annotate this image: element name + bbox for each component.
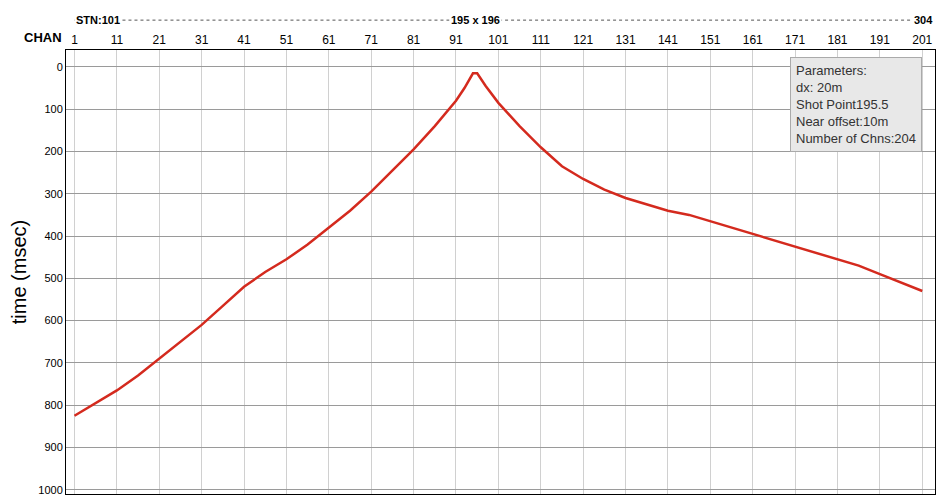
svg-text:171: 171 <box>785 33 805 47</box>
svg-text:201: 201 <box>912 33 932 47</box>
svg-text:304: 304 <box>914 14 933 26</box>
svg-text:900: 900 <box>44 441 62 453</box>
svg-text:200: 200 <box>44 145 62 157</box>
svg-text:41: 41 <box>237 33 251 47</box>
svg-text:101: 101 <box>488 33 508 47</box>
svg-text:STN:101: STN:101 <box>76 14 120 26</box>
svg-text:1000: 1000 <box>38 484 62 496</box>
svg-text:161: 161 <box>743 33 763 47</box>
svg-text:81: 81 <box>407 33 421 47</box>
svg-text:21: 21 <box>153 33 167 47</box>
svg-text:181: 181 <box>827 33 847 47</box>
svg-text:71: 71 <box>365 33 379 47</box>
svg-text:111: 111 <box>532 33 551 47</box>
svg-text:time (msec): time (msec) <box>8 220 30 324</box>
svg-text:600: 600 <box>44 314 62 326</box>
svg-text:51: 51 <box>280 33 294 47</box>
svg-text:CHAN: CHAN <box>24 30 62 45</box>
svg-text:91: 91 <box>449 33 463 47</box>
svg-text:300: 300 <box>44 188 62 200</box>
svg-text:61: 61 <box>322 33 336 47</box>
svg-text:0: 0 <box>57 61 63 73</box>
svg-text:141: 141 <box>658 33 678 47</box>
svg-text:191: 191 <box>870 33 890 47</box>
svg-text:Parameters:dx: 20mShot Point19: Parameters:dx: 20mShot Point195.5Near of… <box>796 63 916 146</box>
svg-text:800: 800 <box>44 399 62 411</box>
svg-text:195 x 196: 195 x 196 <box>451 14 500 26</box>
svg-text:11: 11 <box>111 33 124 47</box>
svg-text:700: 700 <box>44 357 62 369</box>
svg-text:31: 31 <box>195 33 209 47</box>
svg-text:500: 500 <box>44 272 62 284</box>
svg-text:400: 400 <box>44 230 62 242</box>
svg-text:121: 121 <box>573 33 593 47</box>
svg-text:131: 131 <box>616 33 636 47</box>
svg-text:151: 151 <box>700 33 720 47</box>
svg-text:1: 1 <box>71 33 78 47</box>
svg-text:100: 100 <box>44 103 62 115</box>
